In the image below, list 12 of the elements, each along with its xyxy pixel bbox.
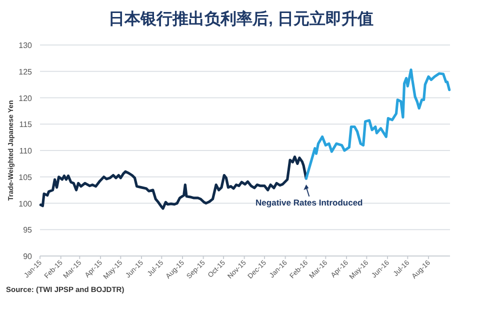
y-tick-label: 100 [18,199,33,208]
y-tick-label: 115 [19,120,33,130]
y-tick-label: 130 [18,41,33,50]
line-series [304,68,451,180]
y-tick-label: 95 [23,226,33,235]
y-tick-label: 110 [19,146,33,156]
y-tick-label: 90 [23,252,33,261]
y-tick-label: 125 [18,67,33,76]
y-tick-label: 105 [18,172,33,182]
annotation: Negative Rates Introduced [256,197,363,208]
y-tick-label: 120 [18,94,33,103]
chart-title: 日本银行推出负利率后, 日元立即升值 [108,9,374,28]
